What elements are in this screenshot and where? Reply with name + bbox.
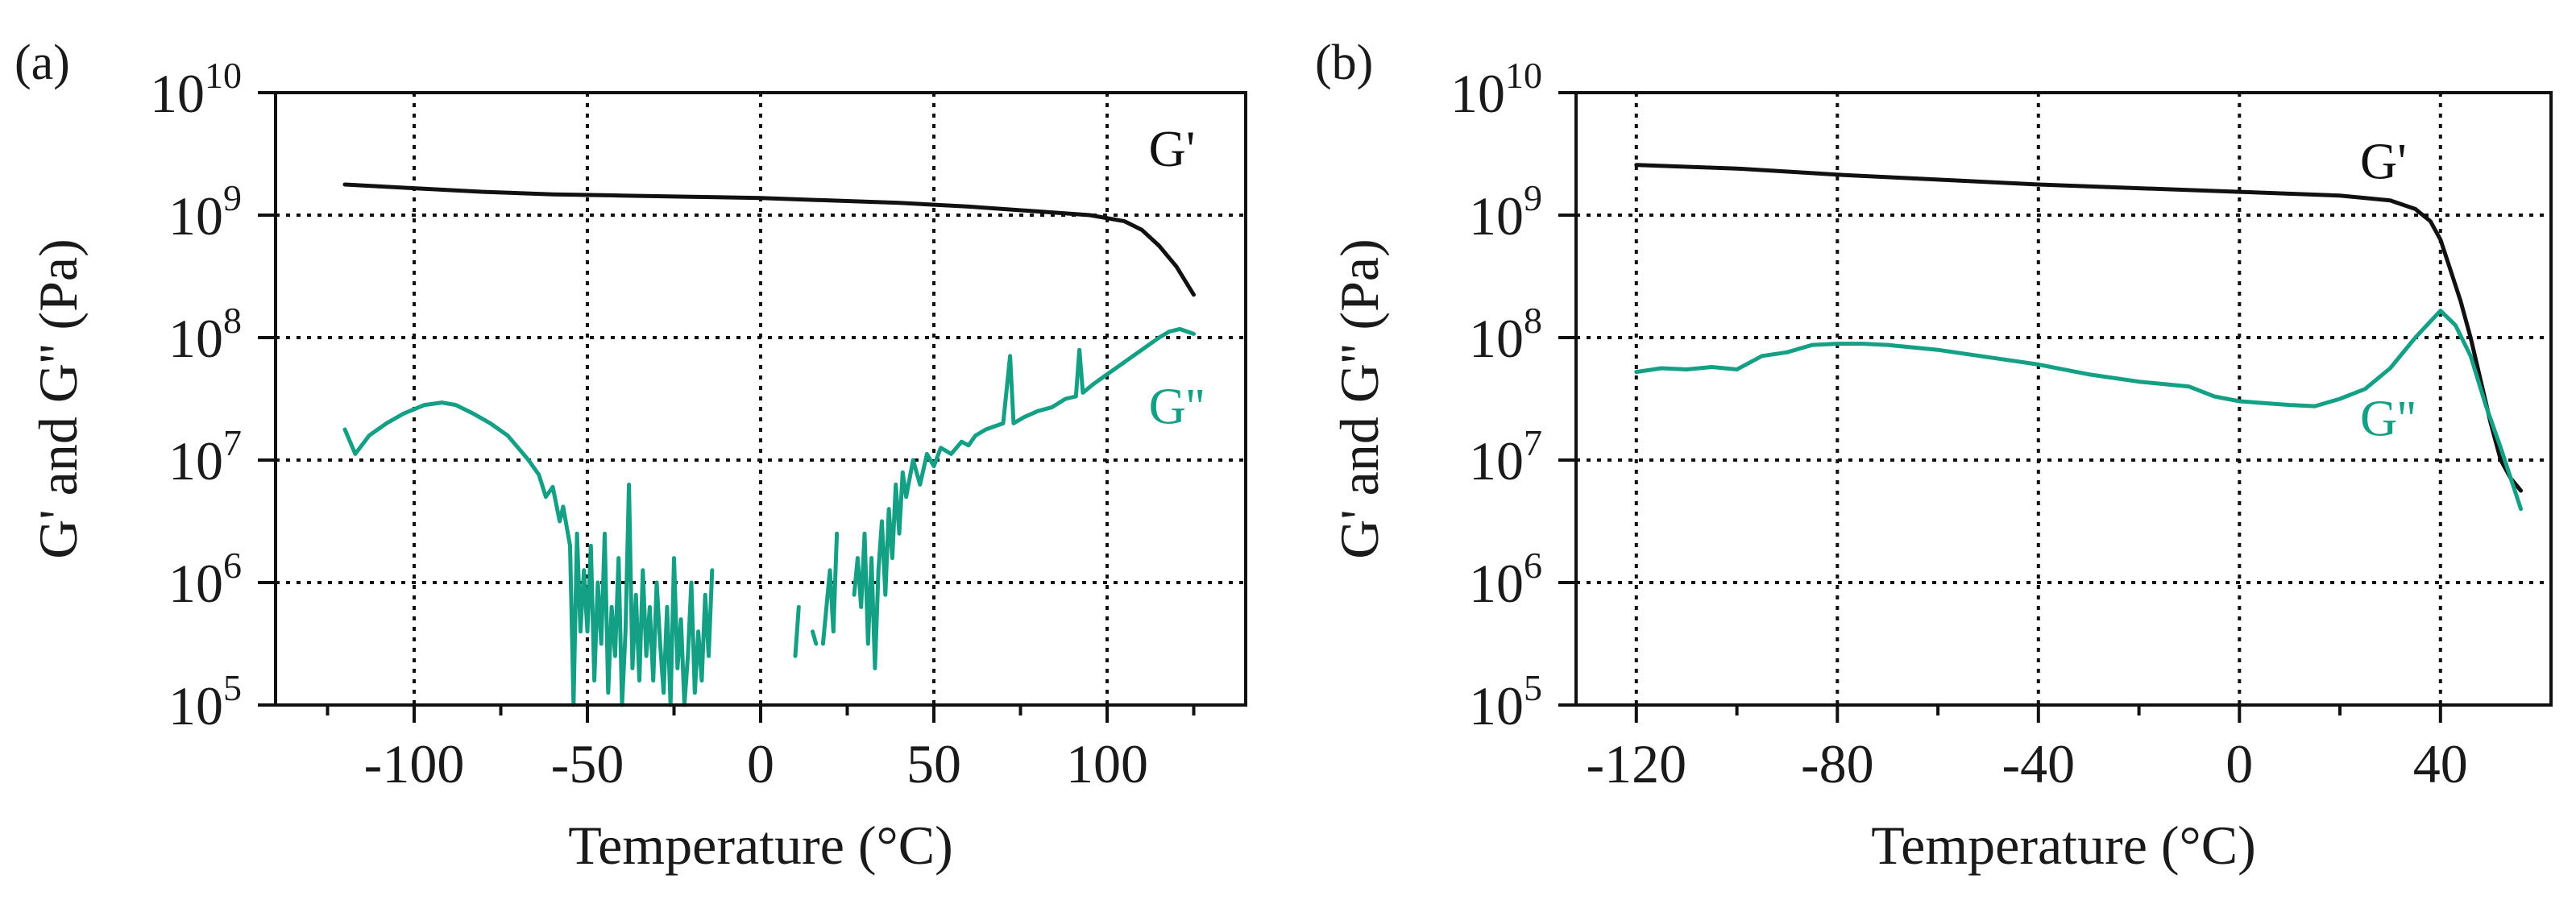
x-tick-label: -50: [551, 733, 624, 794]
y-tick-label: 107: [168, 422, 242, 491]
series-label: G'': [1149, 377, 1205, 434]
y-tick-label: 1010: [1450, 55, 1542, 124]
x-tick-label: -100: [364, 733, 465, 794]
x-axis-title: Temperature (°C): [1871, 815, 2255, 876]
y-tick-label: 105: [168, 667, 242, 736]
y-tick-label: 1010: [150, 55, 242, 124]
series-label: G': [2360, 132, 2407, 189]
series-line-g-prime: [342, 182, 1196, 297]
y-tick-label: 109: [168, 177, 242, 247]
y-axis-title: G' and G'' (Pa): [1329, 238, 1390, 558]
y-tick-label: 109: [1469, 177, 1542, 247]
y-tick-label: 107: [1469, 422, 1542, 491]
series-line-g-double-prime: [852, 326, 1196, 670]
x-tick-label: 0: [2225, 733, 2253, 794]
y-axis-title: G' and G'' (Pa): [27, 238, 89, 558]
x-tick-label: 0: [747, 733, 774, 794]
chart-panel-a: (a) G'G'' -100 -50 0 50 100 1051061071081091…: [15, 35, 1247, 876]
y-tick-label: 106: [168, 545, 242, 614]
y-tick-label: 108: [168, 300, 242, 369]
y-tick-label: 105: [1469, 667, 1542, 736]
series-layer: G' G'': [1634, 132, 2524, 512]
gridlines: [276, 93, 1246, 705]
series-line-g-double-prime: [811, 629, 819, 646]
panel-label: (b): [1315, 35, 1373, 90]
x-tick-label: 50: [906, 733, 961, 794]
x-axis: -100 -50 0 50 100: [326, 705, 1196, 794]
x-tick-label: 100: [1066, 733, 1148, 794]
series-line-g-double-prime: [793, 604, 801, 658]
y-tick-label: 106: [1469, 545, 1542, 614]
x-axis: -120 -80 -40 0 40: [1586, 705, 2468, 794]
gridlines: [1576, 93, 2551, 705]
x-tick-label: -80: [1801, 733, 1874, 794]
x-axis-title: Temperature (°C): [568, 815, 952, 876]
series-line-g-double-prime: [820, 531, 840, 646]
y-axis: 105 106 107 108 109 1010: [150, 55, 276, 736]
series-layer: G' G'': [342, 120, 1205, 707]
chart-panel-b: (b) G'G'' -120 -80 -40 0 40 1051061071081091…: [1315, 35, 2553, 876]
x-tick-label: -120: [1586, 733, 1686, 794]
series-label: G': [1149, 120, 1196, 177]
y-axis: 105 106 107 108 109 1010: [1450, 55, 1576, 736]
y-tick-label: 108: [1469, 300, 1542, 369]
panel-label: (a): [15, 35, 70, 90]
series-label: G'': [2360, 390, 2416, 447]
x-tick-label: -40: [2001, 733, 2075, 794]
x-tick-label: 40: [2413, 733, 2468, 794]
series-line-g-double-prime: [342, 400, 715, 707]
plot-frame: [1574, 91, 2553, 707]
series-line-g-double-prime: [1634, 309, 2524, 512]
